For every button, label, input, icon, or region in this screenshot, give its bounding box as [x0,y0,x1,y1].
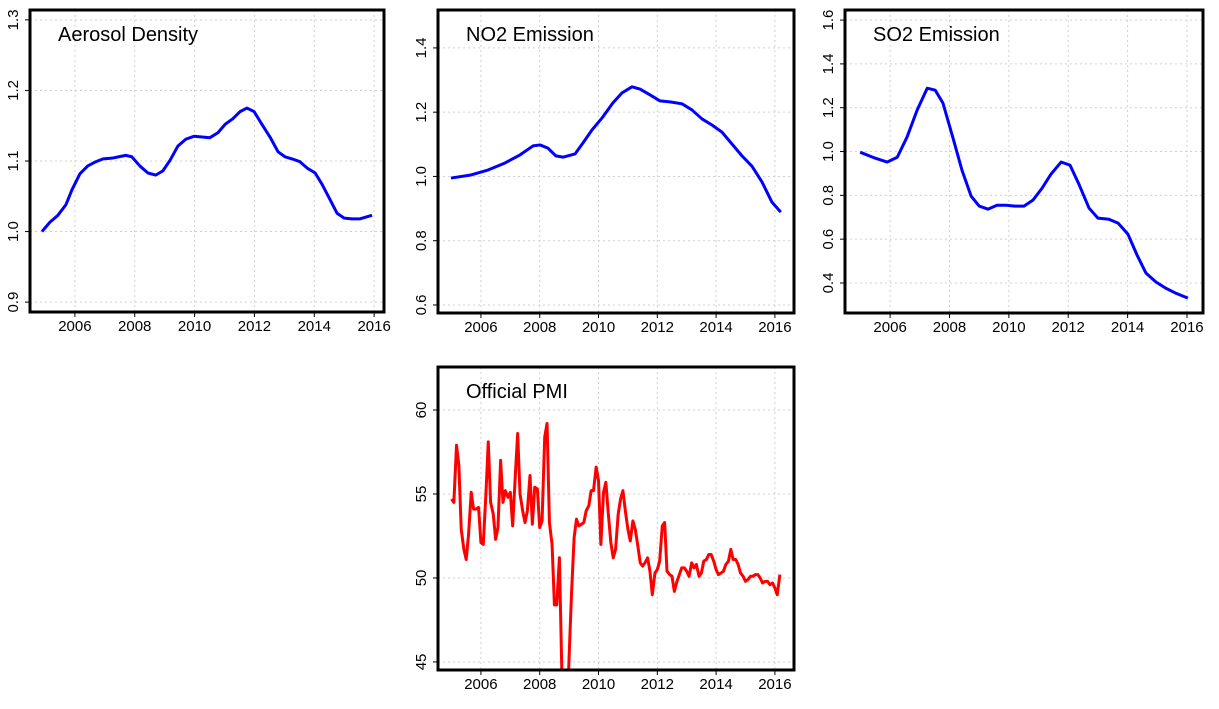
x-tick-label: 2012 [238,318,271,335]
y-tick-label: 1.4 [413,37,430,58]
plot-frame [436,8,796,315]
x-tick-label: 2006 [464,319,497,336]
plot-frame [28,8,386,314]
y-tick-label: 1.2 [5,80,22,101]
chart-title: SO2 Emission [873,24,1000,46]
y-tick-label: 1.2 [820,97,837,118]
y-tick-label: 1.0 [820,141,837,162]
chart-title: Official PMI [466,381,568,403]
data-line [450,85,782,214]
y-tick-label: 50 [413,570,430,587]
x-tick-label: 2012 [641,676,674,693]
y-tick-label: 55 [413,486,430,503]
y-tick-label: 1.4 [820,53,837,74]
data-line [450,421,782,670]
x-tick-label: 2008 [118,318,151,335]
y-tick-label: 1.3 [5,9,22,30]
y-tick-label: 0.8 [413,230,430,251]
series-group [40,106,373,233]
chart-title: NO2 Emission [466,24,594,46]
x-tick-label: 2014 [699,676,732,693]
plot-frame [843,8,1205,315]
plot-area [438,10,794,313]
x-tick-label: 2014 [298,318,331,335]
x-tick-label: 2010 [582,319,615,336]
x-tick-label: 2016 [758,676,791,693]
plot-area [845,10,1203,313]
y-tick-label: 1.6 [820,10,837,31]
x-tick-label: 2008 [933,319,966,336]
y-tick-label: 0.4 [820,273,837,294]
plot-area [438,367,794,670]
y-tick-label: 0.6 [820,229,837,250]
x-tick-label: 2006 [58,318,91,335]
x-tick-label: 2006 [464,676,497,693]
data-line [859,86,1189,300]
x-tick-label: 2016 [758,319,791,336]
y-tick-label: 1.1 [5,151,22,172]
x-tick-label: 2010 [582,676,615,693]
plot-frame [436,365,796,672]
y-tick-label: 60 [413,402,430,419]
data-line [40,106,373,233]
series-group [450,85,782,214]
x-tick-label: 2014 [1111,319,1144,336]
x-tick-label: 2006 [873,319,906,336]
x-tick-label: 2014 [699,319,732,336]
y-tick-label: 0.8 [820,185,837,206]
y-tick-label: 1.0 [413,166,430,187]
x-tick-label: 2010 [178,318,211,335]
series-group [450,421,782,670]
x-tick-label: 2010 [992,319,1025,336]
x-tick-label: 2008 [523,676,556,693]
y-tick-label: 1.0 [5,221,22,242]
x-tick-label: 2016 [1170,319,1203,336]
x-tick-label: 2012 [641,319,674,336]
y-tick-label: 45 [413,654,430,671]
series-group [859,86,1189,300]
x-tick-label: 2012 [1052,319,1085,336]
y-tick-label: 0.9 [5,292,22,313]
y-tick-label: 1.2 [413,102,430,123]
y-tick-label: 0.6 [413,295,430,316]
chart-title: Aerosol Density [58,24,198,46]
x-tick-label: 2016 [357,318,390,335]
x-tick-label: 2008 [523,319,556,336]
